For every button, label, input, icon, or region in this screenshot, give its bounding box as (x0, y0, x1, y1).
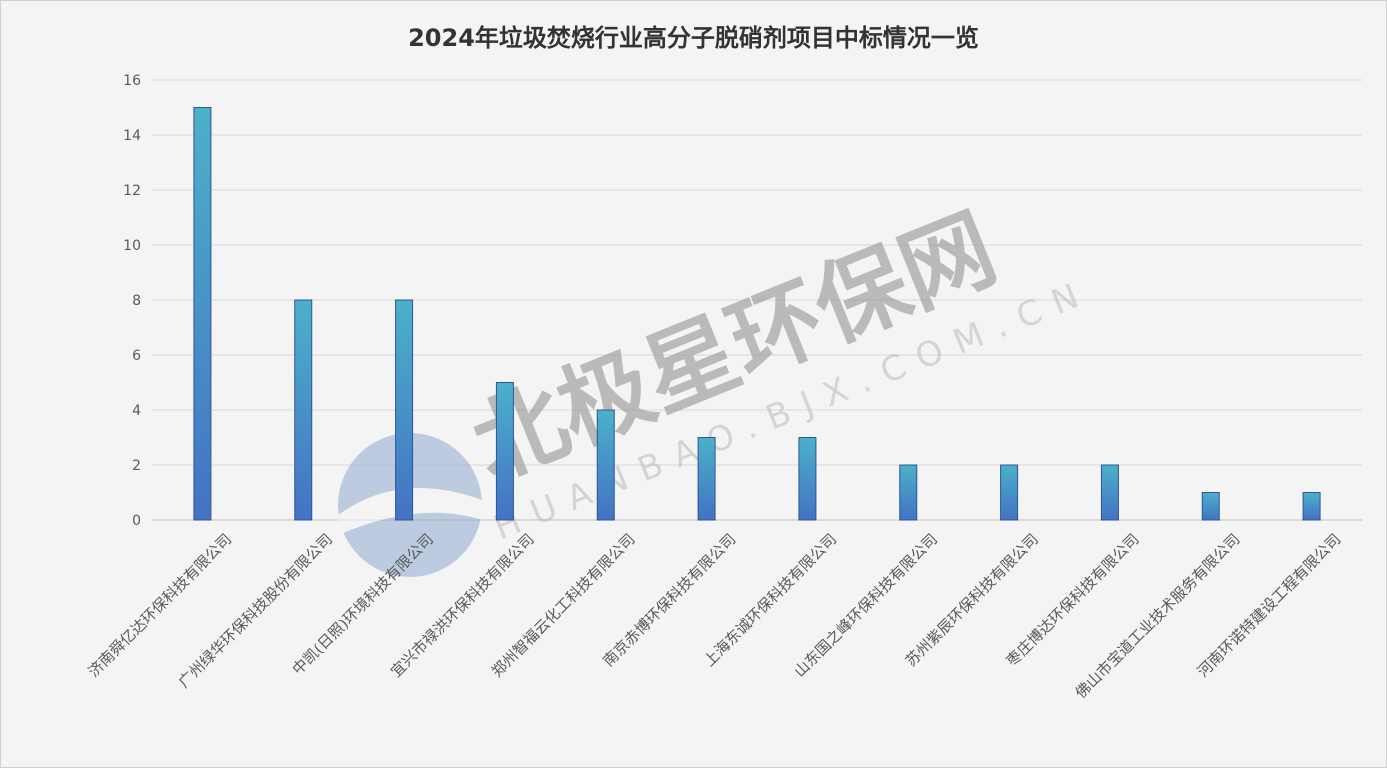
y-tick-label: 4 (132, 403, 141, 419)
bar (1302, 492, 1321, 521)
y-tick-label: 12 (123, 183, 141, 199)
y-tick-label: 8 (132, 293, 141, 309)
y-tick-label: 2 (132, 458, 141, 474)
bar (193, 107, 212, 521)
bar (798, 437, 817, 521)
x-tick-label: 佛山市宝道工业技术服务有限公司 (1072, 530, 1244, 702)
bar (1000, 464, 1019, 521)
chart-title: 2024年垃圾焚烧行业高分子脱硝剂项目中标情况一览 (408, 24, 979, 52)
bar (294, 299, 313, 521)
bar (596, 409, 615, 521)
bar (899, 464, 918, 521)
y-tick-label: 14 (123, 128, 141, 144)
y-tick-label: 0 (132, 513, 141, 529)
bar (697, 437, 716, 521)
bar (1100, 464, 1119, 521)
y-tick-label: 6 (132, 348, 141, 364)
bar (1201, 492, 1220, 521)
bar (495, 382, 514, 521)
bar (395, 299, 414, 521)
y-tick-label: 16 (123, 73, 141, 89)
y-tick-label: 10 (123, 238, 141, 254)
